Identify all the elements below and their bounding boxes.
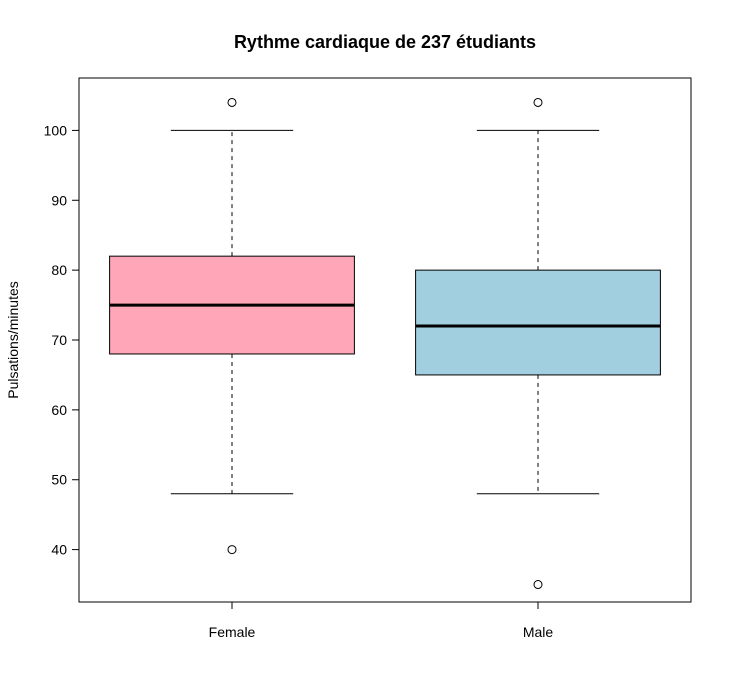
y-tick-label: 80 [51,262,67,278]
y-axis-label: Pulsations/minutes [5,281,21,399]
outlier-point [227,545,237,555]
outlier-point [533,580,543,590]
x-tick-label: Male [523,624,554,640]
chart-title: Rythme cardiaque de 237 étudiants [234,32,536,52]
x-axis: Female Male [209,601,554,640]
box-group-male [415,97,661,590]
y-tick-label: 70 [51,332,67,348]
y-tick-label: 50 [51,472,67,488]
y-tick-label: 60 [51,402,67,418]
y-tick-label: 100 [44,122,68,138]
box-iqr [415,269,661,376]
box-group-female [109,97,355,555]
x-tick-label: Female [209,624,256,640]
outlier-point [533,97,543,107]
y-axis: 40 50 60 70 80 90 100 [44,122,80,558]
boxes [109,97,661,590]
y-tick-label: 40 [51,542,67,558]
outlier-point [227,97,237,107]
y-tick-label: 90 [51,192,67,208]
